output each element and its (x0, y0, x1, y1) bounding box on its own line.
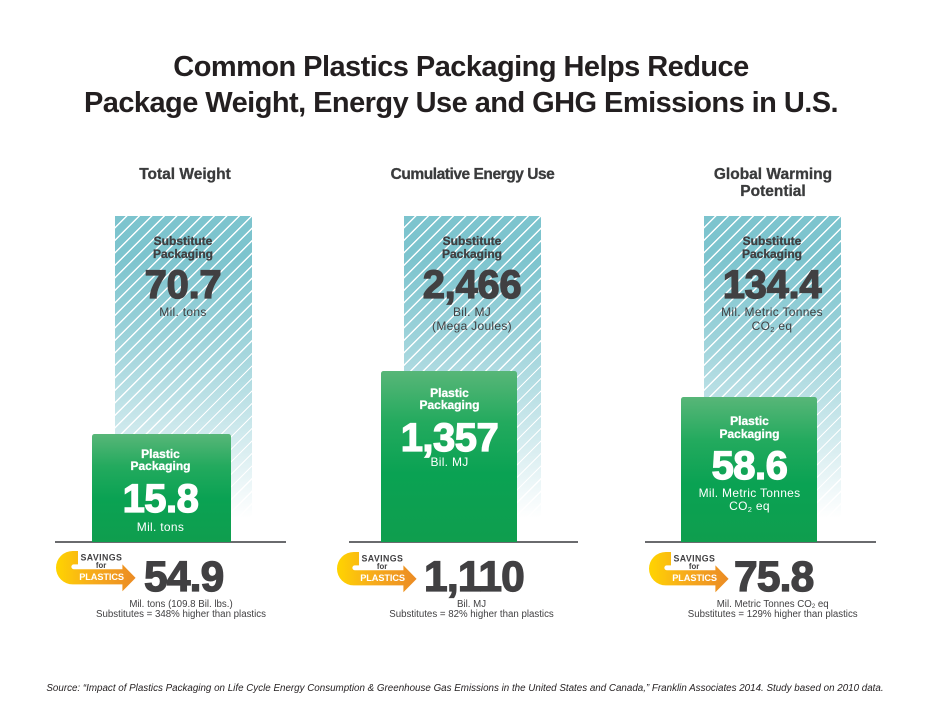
svg-text:for: for (689, 562, 699, 571)
svg-text:for: for (96, 561, 106, 570)
svg-text:SAVINGS: SAVINGS (674, 553, 716, 563)
svg-text:PLASTICS: PLASTICS (672, 573, 717, 583)
svg-text:for: for (376, 562, 386, 571)
svg-text:SAVINGS: SAVINGS (361, 553, 403, 563)
svg-text:PLASTICS: PLASTICS (79, 572, 124, 582)
svg-text:PLASTICS: PLASTICS (360, 573, 405, 583)
svg-text:SAVINGS: SAVINGS (81, 553, 123, 563)
